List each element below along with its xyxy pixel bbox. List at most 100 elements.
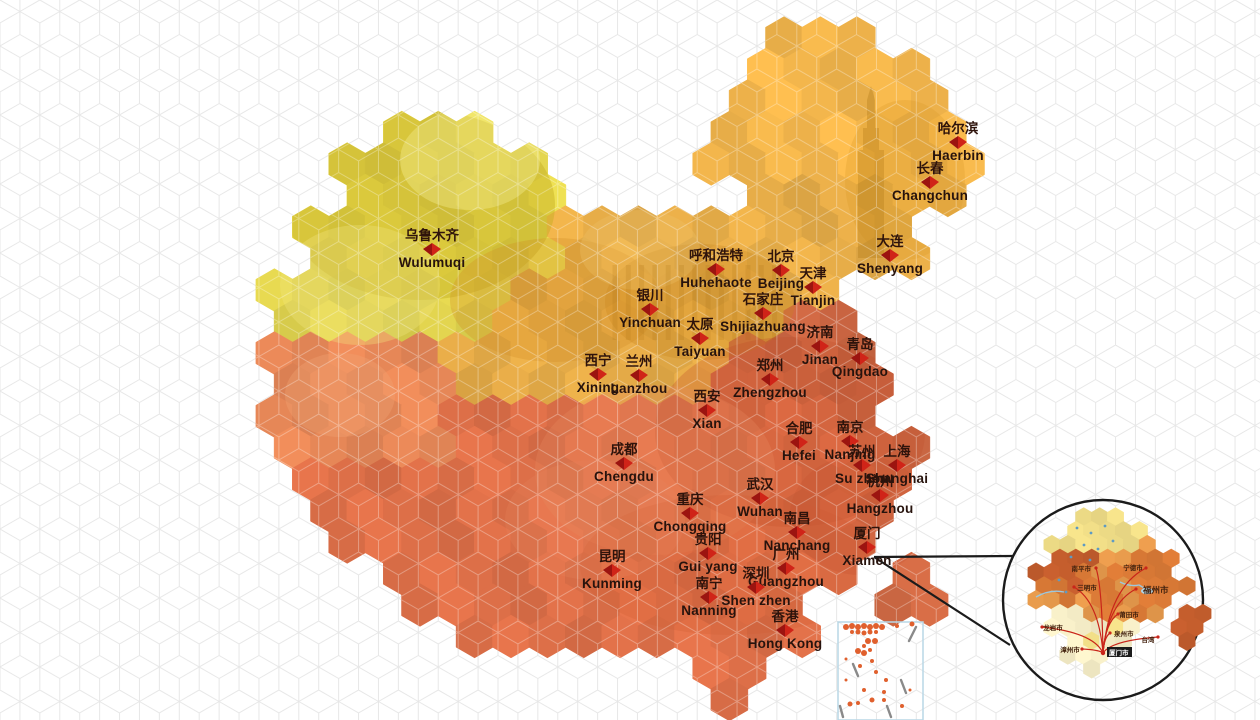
pin-diamond-icon [811,340,820,353]
city-marker-kunming[interactable]: 昆明 Kunming [582,549,642,591]
nine-dash-segment [907,625,918,643]
inset-city-label: 福州市 [1142,585,1169,595]
inset-city-label: 三明市 [1077,583,1097,592]
pin-diamond-icon [888,459,897,472]
pin-diamond-icon [747,581,756,594]
magnifier-circle [1001,498,1205,702]
city-marker-wuhan[interactable]: 武汉 Wuhan [737,476,783,519]
city-name-zh: 乌鲁木齐 [405,227,459,243]
callout-line-upper [873,554,1014,559]
inset-city-dot [1094,566,1098,570]
city-name-en: Haerbin [932,148,984,163]
city-name-en: Shijiazhuang [720,319,806,334]
island-dot [844,678,848,682]
inset-city-dot [1108,631,1112,635]
city-marker-zhengzhou[interactable]: 郑州 Zhengzhou [733,357,807,400]
inset-hex-cell [1178,631,1196,651]
pin-diamond-icon [797,526,806,539]
city-name-en: Xining [577,380,619,395]
city-name-en: Xiamen [842,553,891,568]
pin-diamond-icon [763,307,772,320]
city-marker-nanchang[interactable]: 南昌 Nanchang [764,510,831,553]
magnifier-callout [873,498,1205,702]
nine-dash-segment [885,704,893,719]
pin-diamond-icon [799,436,808,449]
pin-diamond-icon [785,624,794,637]
island-dot [908,688,912,692]
pin-diamond-icon [804,281,813,294]
inset-blue-dot [1096,547,1100,551]
city-marker-hong-kong[interactable]: 香港 Hong Kong [748,608,823,651]
city-marker-hefei[interactable]: 合肥 Hefei [782,420,816,463]
pin-diamond-icon [598,368,607,381]
island-dot [874,630,878,634]
city-name-en: Zhengzhou [733,385,807,400]
island-dot [862,644,866,648]
city-marker-shen-zhen[interactable]: 深圳 Shen zhen [721,565,790,608]
pin-diamond-icon [615,457,624,470]
city-marker-nanning[interactable]: 南宁 Nanning [681,575,736,618]
pin-diamond-icon [867,541,876,554]
city-name-en: Hangzhou [847,501,914,516]
inset-city-dot [1144,566,1148,570]
island-dot [865,638,871,644]
city-marker-xining[interactable]: 西宁 Xining [577,352,619,395]
pin-diamond-icon [862,459,871,472]
city-marker-yinchuan[interactable]: 银川 Yinchuan [619,287,681,330]
city-marker-changchun[interactable]: 长春 Changchun [892,160,968,203]
pin-diamond-icon [853,459,862,472]
city-marker-haerbin[interactable]: 哈尔滨 Haerbin [932,120,984,163]
route-curve [1102,636,1159,654]
pin-diamond-icon [897,459,906,472]
city-marker-chongqing[interactable]: 重庆 Chongqing [653,491,726,534]
pin-diamond-icon [949,136,958,149]
city-marker-chengdu[interactable]: 成都 Chengdu [594,441,654,484]
city-marker-jinan[interactable]: 济南 Jinan [802,324,838,367]
river-line [1035,590,1065,598]
city-name-en: Shen zhen [721,593,790,608]
river-line [1119,581,1150,592]
pin-diamond-icon [770,373,779,386]
city-marker-shanghai[interactable]: 上海 Shanghai [866,443,928,486]
city-marker-gui-yang[interactable]: 贵阳 Gui yang [678,531,737,574]
city-marker-nanjing[interactable]: 南京 Nanjing [825,419,876,462]
inset-city-dot [1080,647,1084,651]
city-marker-taiyuan[interactable]: 太原 Taiyuan [674,316,725,359]
city-name-zh: 太原 [687,316,715,332]
city-marker-hangzhou[interactable]: 杭州 Hangzhou [847,473,914,516]
pin-diamond-icon [930,176,939,189]
city-name-zh: 苏州 [849,443,876,459]
city-name-zh: 武汉 [747,476,775,492]
city-name-zh: 深圳 [743,565,770,581]
inset-city-label: 泉州市 [1114,629,1134,638]
city-marker-xiamen[interactable]: 厦门 Xiamen [842,525,891,568]
island-dot [858,664,862,668]
city-name-en: Chongqing [653,519,726,534]
city-name-zh: 大连 [877,233,905,249]
sea-inset-border [837,621,924,720]
city-name-zh: 西宁 [585,352,612,368]
city-name-zh: 天津 [800,265,828,281]
pin-diamond-icon [716,263,725,276]
city-marker-guangzhou[interactable]: 广州 Guangzhou [748,546,824,589]
city-name-zh: 西安 [694,388,721,404]
island-dot [867,624,873,630]
city-marker-tianjin[interactable]: 天津 Tianjin [791,265,836,308]
city-marker-xian[interactable]: 西安 Xian [692,388,721,431]
city-marker-shijiazhuang[interactable]: 石家庄 Shijiazhuang [720,291,806,334]
inset-city-dot [1040,625,1044,629]
city-marker-beijing[interactable]: 北京 Beijing [758,248,804,291]
city-marker-qingdao[interactable]: 青岛 Qingdao [832,336,888,379]
city-marker-shenyang[interactable]: 大连 Shenyang [857,233,923,276]
pin-diamond-icon [777,562,786,575]
pin-diamond-icon [708,547,717,560]
city-marker-lanzhou[interactable]: 兰州 Lanzhou [611,353,668,396]
island-dot [849,623,855,629]
city-name-en: Tianjin [791,293,836,308]
pin-diamond-icon [589,368,598,381]
city-name-en: Su zhou [835,471,889,486]
city-marker-huhehaote[interactable]: 呼和浩特 Huhehaote [680,247,752,290]
city-marker-su-zhou[interactable]: 苏州 Su zhou [835,443,889,486]
city-marker-wulumuqi[interactable]: 乌鲁木齐 Wulumuqi [399,227,466,270]
